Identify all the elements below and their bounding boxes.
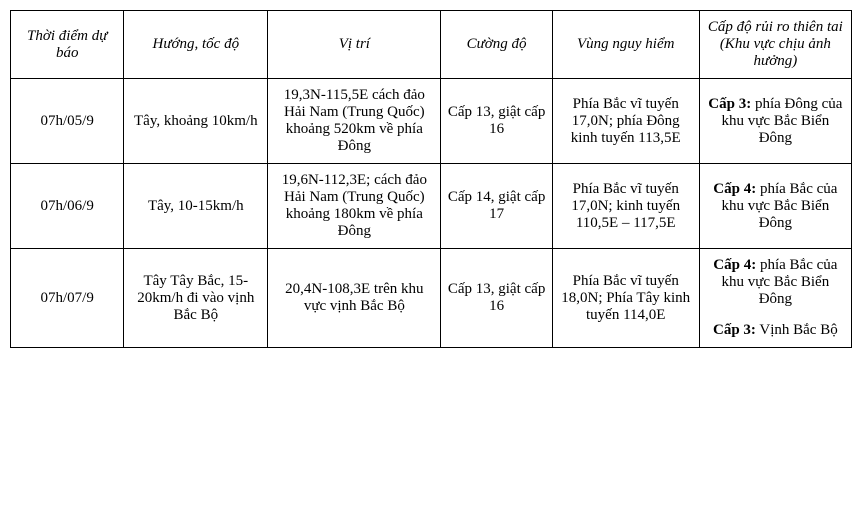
cell-position: 19,6N-112,3E; cách đảo Hải Nam (Trung Qu… (268, 164, 441, 249)
table-row: 07h/06/9Tây, 10-15km/h19,6N-112,3E; cách… (11, 164, 852, 249)
table-body: 07h/05/9Tây, khoảng 10km/h19,3N-115,5E c… (11, 79, 852, 348)
risk-item: Cấp 3: Vịnh Bắc Bộ (706, 322, 845, 339)
cell-risk: Cấp 3: phía Đông của khu vực Bắc Biển Đô… (699, 79, 851, 164)
col-header-direction: Hướng, tốc độ (124, 11, 268, 79)
cell-intensity: Cấp 13, giật cấp 16 (441, 249, 552, 348)
cell-position: 19,3N-115,5E cách đảo Hải Nam (Trung Quố… (268, 79, 441, 164)
col-header-risk: Cấp độ rủi ro thiên tai (Khu vực chịu ản… (699, 11, 851, 79)
table-header-row: Thời điểm dự báo Hướng, tốc độ Vị trí Cư… (11, 11, 852, 79)
table-row: 07h/07/9Tây Tây Bắc, 15-20km/h đi vào vị… (11, 249, 852, 348)
risk-level: Cấp 3: (708, 96, 751, 112)
cell-time: 07h/06/9 (11, 164, 124, 249)
cell-time: 07h/05/9 (11, 79, 124, 164)
cell-danger: Phía Bắc vĩ tuyến 17,0N; kinh tuyến 110,… (552, 164, 699, 249)
cell-time: 07h/07/9 (11, 249, 124, 348)
forecast-table: Thời điểm dự báo Hướng, tốc độ Vị trí Cư… (10, 10, 852, 348)
cell-risk: Cấp 4: phía Bắc của khu vực Bắc Biển Đôn… (699, 164, 851, 249)
cell-risk: Cấp 4: phía Bắc của khu vực Bắc Biển Đôn… (699, 249, 851, 348)
risk-item: Cấp 4: phía Bắc của khu vực Bắc Biển Đôn… (706, 181, 845, 232)
risk-level: Cấp 3: (713, 322, 756, 338)
cell-direction: Tây, 10-15km/h (124, 164, 268, 249)
cell-danger: Phía Bắc vĩ tuyến 17,0N; phía Đông kinh … (552, 79, 699, 164)
cell-intensity: Cấp 13, giật cấp 16 (441, 79, 552, 164)
risk-item: Cấp 4: phía Bắc của khu vực Bắc Biển Đôn… (706, 257, 845, 308)
risk-level: Cấp 4: (713, 257, 756, 273)
cell-intensity: Cấp 14, giật cấp 17 (441, 164, 552, 249)
table-row: 07h/05/9Tây, khoảng 10km/h19,3N-115,5E c… (11, 79, 852, 164)
cell-direction: Tây Tây Bắc, 15-20km/h đi vào vịnh Bắc B… (124, 249, 268, 348)
cell-direction: Tây, khoảng 10km/h (124, 79, 268, 164)
col-header-danger: Vùng nguy hiểm (552, 11, 699, 79)
col-header-time: Thời điểm dự báo (11, 11, 124, 79)
cell-danger: Phía Bắc vĩ tuyến 18,0N; Phía Tây kinh t… (552, 249, 699, 348)
risk-level: Cấp 4: (713, 181, 756, 197)
risk-item: Cấp 3: phía Đông của khu vực Bắc Biển Đô… (706, 96, 845, 147)
cell-position: 20,4N-108,3E trên khu vực vịnh Bắc Bộ (268, 249, 441, 348)
col-header-intensity: Cường độ (441, 11, 552, 79)
col-header-position: Vị trí (268, 11, 441, 79)
